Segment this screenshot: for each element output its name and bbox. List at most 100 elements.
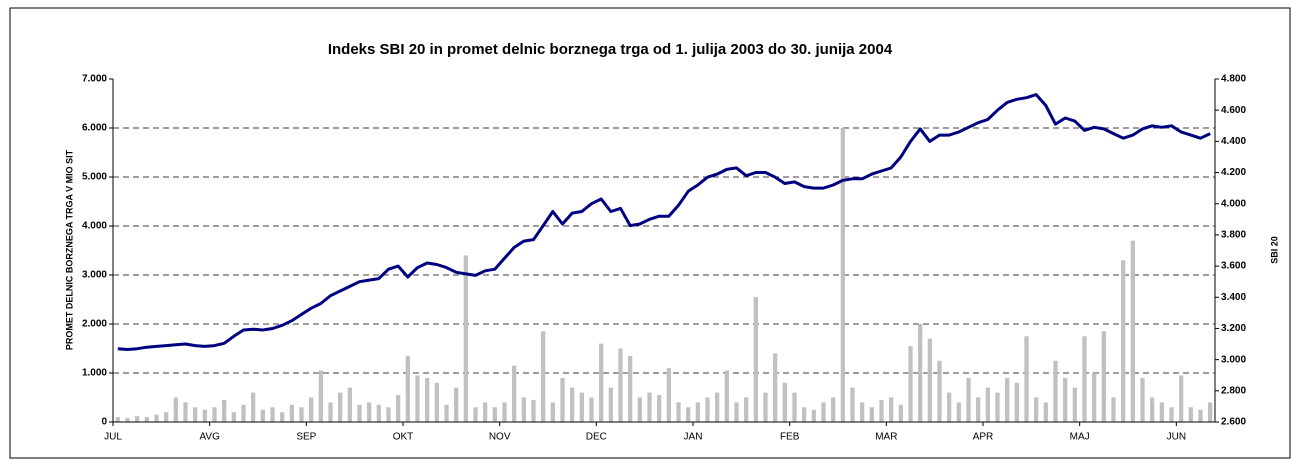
- x-tick-label: MAJ: [1070, 432, 1090, 443]
- bar: [1188, 407, 1193, 422]
- x-tick-label: NOV: [489, 432, 511, 443]
- bar: [628, 355, 633, 422]
- bar: [502, 402, 507, 422]
- bar: [492, 407, 497, 422]
- bar: [647, 392, 652, 422]
- bar: [367, 402, 372, 422]
- bar: [125, 418, 130, 422]
- bar: [908, 346, 913, 422]
- bar: [676, 402, 681, 422]
- bar: [1150, 397, 1155, 422]
- chart-border: [9, 7, 1291, 459]
- y-tick-label: 1.000: [82, 368, 107, 379]
- y2-axis-label: SBI 20: [1269, 236, 1279, 264]
- bar: [241, 404, 246, 422]
- bar: [405, 355, 410, 422]
- bar: [1005, 377, 1010, 422]
- x-tick-label: MAR: [875, 432, 897, 443]
- bar: [1179, 375, 1184, 422]
- bar: [947, 392, 952, 422]
- x-tick-label: OKT: [393, 432, 414, 443]
- bar: [338, 392, 343, 422]
- bar: [734, 402, 739, 422]
- y-tick-label: 2.000: [82, 319, 107, 330]
- y-tick-label: 6.000: [82, 123, 107, 134]
- y-tick-label: 0: [101, 417, 107, 428]
- bar: [164, 412, 169, 422]
- x-tick-label: AVG: [199, 432, 220, 443]
- bar: [251, 392, 256, 422]
- bar: [222, 399, 227, 422]
- bar: [1014, 382, 1019, 422]
- bar: [1043, 402, 1048, 422]
- bar: [976, 397, 981, 422]
- bar: [376, 404, 381, 422]
- y2-tick-label: 3.800: [1221, 230, 1246, 241]
- bar: [599, 343, 604, 422]
- bar: [802, 407, 807, 422]
- bar: [995, 392, 1000, 422]
- bar: [183, 402, 188, 422]
- x-tick-label: JUN: [1167, 432, 1186, 443]
- bar: [154, 414, 159, 422]
- bar: [850, 387, 855, 422]
- bar: [318, 370, 323, 422]
- bar: [299, 407, 304, 422]
- x-tick-label: JUL: [104, 432, 122, 443]
- bar: [357, 404, 362, 422]
- x-tick-label: SEP: [296, 432, 316, 443]
- bar: [821, 402, 826, 422]
- bar: [782, 382, 787, 422]
- bar: [579, 392, 584, 422]
- y2-tick-label: 3.000: [1221, 354, 1246, 365]
- bar: [463, 255, 468, 422]
- bar: [608, 387, 613, 422]
- y2-tick-label: 3.200: [1221, 323, 1246, 334]
- y2-tick-label: 4.800: [1221, 74, 1246, 85]
- bar: [840, 128, 845, 422]
- bar: [811, 409, 816, 422]
- x-tick-label: JAN: [684, 432, 703, 443]
- bar: [570, 387, 575, 422]
- x-tick-label: APR: [973, 432, 994, 443]
- bar: [115, 417, 120, 422]
- y2-tick-label: 2.800: [1221, 385, 1246, 396]
- bar: [212, 407, 217, 422]
- bar: [705, 397, 710, 422]
- y-axis-label: PROMET DELNIC BORZNEGA TRGA V MIO SIT: [64, 149, 74, 350]
- bar: [260, 409, 265, 422]
- y2-tick-label: 2.600: [1221, 417, 1246, 428]
- y2-tick-label: 4.400: [1221, 136, 1246, 147]
- bar: [560, 377, 565, 422]
- bar: [898, 404, 903, 422]
- y-tick-label: 5.000: [82, 172, 107, 183]
- bar: [444, 404, 449, 422]
- y2-tick-label: 4.000: [1221, 198, 1246, 209]
- bar: [531, 399, 536, 422]
- bar: [231, 412, 236, 422]
- bar: [618, 348, 623, 422]
- bar: [763, 392, 768, 422]
- bar: [879, 399, 884, 422]
- bar: [541, 331, 546, 422]
- bar: [550, 402, 555, 422]
- bar: [1101, 331, 1106, 422]
- bar: [415, 375, 420, 422]
- x-tick-label: DEC: [586, 432, 607, 443]
- y2-tick-label: 4.600: [1221, 105, 1246, 116]
- bar: [1130, 240, 1135, 422]
- bar: [937, 360, 942, 422]
- bar: [589, 397, 594, 422]
- bar: [1063, 377, 1068, 422]
- bar: [1208, 402, 1213, 422]
- bar: [831, 397, 836, 422]
- y-tick-label: 3.000: [82, 270, 107, 281]
- bar: [1072, 387, 1077, 422]
- bar: [1198, 409, 1203, 422]
- bar: [135, 416, 140, 422]
- line: [117, 93, 1211, 351]
- bar: [202, 409, 207, 422]
- bar: [289, 404, 294, 422]
- y-tick-label: 4.000: [82, 221, 107, 232]
